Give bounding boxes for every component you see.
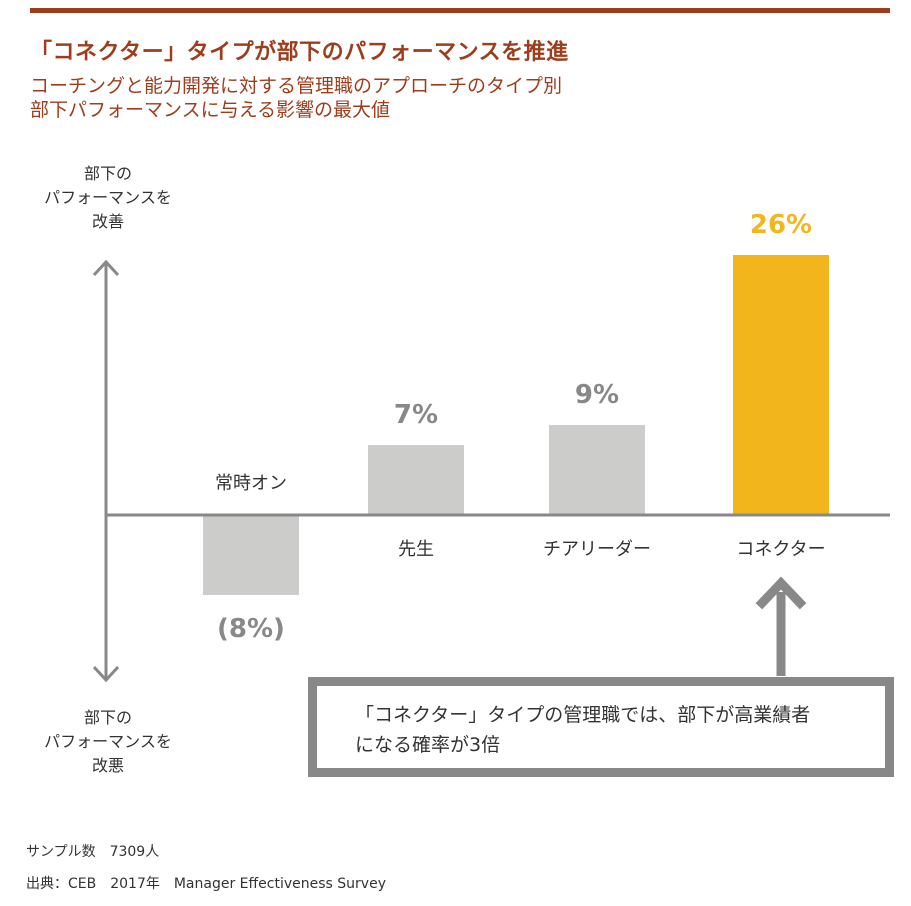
category-label-3: コネクター (736, 539, 825, 560)
axis-note-improve-line-1: 部下の (83, 164, 132, 183)
axis-note-improve: 部下の パフォーマンスを 改善 (18, 162, 198, 234)
bar-1 (368, 445, 464, 515)
bar-3 (733, 255, 829, 515)
y-axis-up-arrowhead (92, 259, 120, 277)
callout-text: 「コネクター」タイプの管理職では、部下が高業績者 になる確率が3倍 (317, 686, 885, 768)
axis-note-improve-line-2: パフォーマンスを (44, 188, 172, 207)
sample-size-note: サンプル数 7309人 (26, 844, 160, 860)
top-rule (30, 8, 890, 13)
axis-note-worsen-line-2: パフォーマンスを (44, 732, 172, 751)
data-label-2: 9% (575, 380, 619, 410)
category-label-2: チアリーダー (543, 539, 651, 560)
data-label-3: 26% (750, 210, 812, 240)
source-note: 出典：CEB 2017年 Manager Effectiveness Surve… (26, 876, 386, 892)
data-label-1: 7% (394, 400, 438, 430)
callout-arrow-head (755, 576, 807, 610)
axis-note-worsen-line-1: 部下の (83, 708, 132, 727)
category-label-0: 常時オン (215, 473, 287, 494)
chart-subtitle: コーチングと能力開発に対する管理職のアプローチのタイプ別 部下パフォーマンスに与… (30, 74, 562, 122)
axis-note-improve-line-3: 改善 (91, 212, 124, 231)
category-label-1: 先生 (398, 539, 434, 560)
bar-0 (203, 515, 299, 595)
subtitle-line-2: 部下パフォーマンスに与える影響の最大値 (30, 99, 391, 121)
chart-title: 「コネクター」タイプが部下のパフォーマンスを推進 (30, 40, 569, 65)
callout-line-2: になる確率が3倍 (355, 734, 501, 756)
y-axis-down-arrowhead (92, 665, 120, 683)
callout-box: 「コネクター」タイプの管理職では、部下が高業績者 になる確率が3倍 (308, 677, 894, 777)
subtitle-line-1: コーチングと能力開発に対する管理職のアプローチのタイプ別 (30, 75, 563, 97)
axis-note-worsen-line-3: 改悪 (91, 756, 124, 775)
callout-line-1: 「コネクター」タイプの管理職では、部下が高業績者 (355, 704, 811, 726)
data-label-0: (8%) (217, 614, 285, 644)
bar-2 (549, 425, 645, 515)
axis-note-worsen: 部下の パフォーマンスを 改悪 (18, 706, 198, 778)
